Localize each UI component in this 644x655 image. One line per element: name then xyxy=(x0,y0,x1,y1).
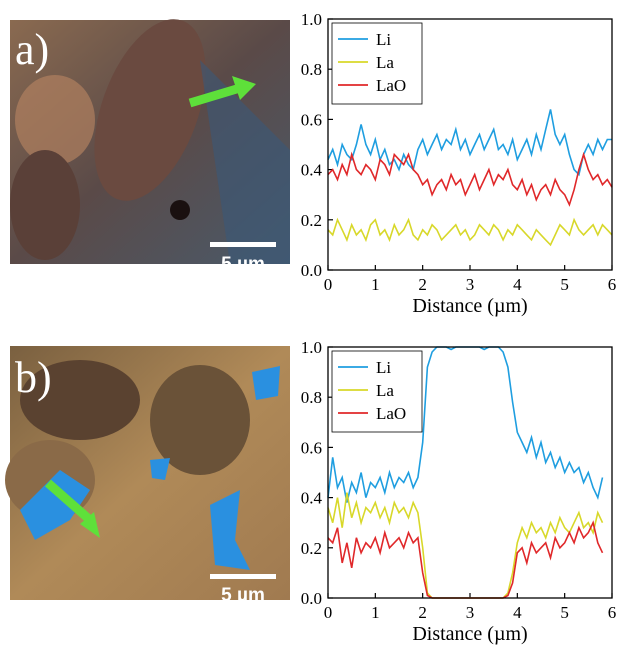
legend-label: LaO xyxy=(376,76,406,95)
y-tick-label: 1.0 xyxy=(301,338,322,357)
x-tick-label: 3 xyxy=(466,603,475,622)
x-tick-label: 1 xyxy=(371,275,380,294)
legend-label: Li xyxy=(376,358,391,377)
x-tick-label: 0 xyxy=(324,603,333,622)
x-axis-label: Distance (µm) xyxy=(412,623,527,645)
x-tick-label: 4 xyxy=(513,603,522,622)
y-tick-label: 0.0 xyxy=(301,261,322,280)
y-tick-label: 0.6 xyxy=(301,110,322,129)
y-tick-label: 0.4 xyxy=(301,489,323,508)
data-line xyxy=(328,523,603,598)
image-b: b) 5 µm xyxy=(5,346,290,606)
legend-label: La xyxy=(376,53,394,72)
y-tick-label: 0.2 xyxy=(301,539,322,558)
x-tick-label: 5 xyxy=(560,603,569,622)
y-tick-label: 0.8 xyxy=(301,388,322,407)
x-tick-label: 5 xyxy=(560,275,569,294)
x-tick-label: 0 xyxy=(324,275,333,294)
x-tick-label: 1 xyxy=(371,603,380,622)
y-tick-label: 0.2 xyxy=(301,211,322,230)
y-tick-label: 0.6 xyxy=(301,438,322,457)
panel-label: b) xyxy=(15,353,52,402)
figure: a) 5 µm b) 5 µm 0.0 0.2 0.4 0.6 0.8 1.0 0 1 2 3 4 5… xyxy=(0,0,644,650)
y-tick-label: 0.8 xyxy=(301,60,322,79)
x-tick-label: 2 xyxy=(418,603,427,622)
x-tick-label: 6 xyxy=(608,603,617,622)
x-tick-label: 3 xyxy=(466,275,475,294)
y-tick-label: 1.0 xyxy=(301,10,322,29)
y-tick-label: 0.0 xyxy=(301,589,322,608)
y-tick-label: 0.4 xyxy=(301,161,323,180)
data-line xyxy=(328,155,612,205)
data-line xyxy=(328,109,612,174)
panel-label: a) xyxy=(15,25,49,74)
x-tick-label: 4 xyxy=(513,275,522,294)
x-tick-label: 6 xyxy=(608,275,617,294)
x-tick-label: 2 xyxy=(418,275,427,294)
scale-bar-label: 5 µm xyxy=(221,254,265,275)
x-axis-label: Distance (µm) xyxy=(412,295,527,317)
scale-bar-label: 5 µm xyxy=(221,585,265,606)
legend-label: LaO xyxy=(376,404,406,423)
image-a: a) 5 µm xyxy=(10,4,290,275)
legend-label: La xyxy=(376,381,394,400)
data-line xyxy=(328,220,612,245)
legend-label: Li xyxy=(376,30,391,49)
